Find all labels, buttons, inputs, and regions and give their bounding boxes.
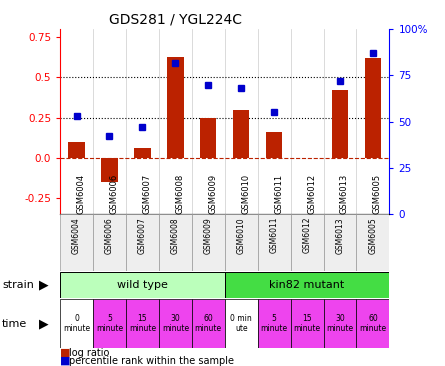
Bar (266, 132, 283, 158)
Bar (225, 214, 258, 271)
Text: 60
minute: 60 minute (360, 314, 386, 333)
Text: GSM6012: GSM6012 (303, 217, 312, 253)
Text: GSM6006: GSM6006 (109, 174, 118, 214)
Text: GSM6005: GSM6005 (373, 174, 382, 214)
Bar (225, 272, 389, 298)
Text: percentile rank within the sample: percentile rank within the sample (69, 355, 234, 366)
Bar (93, 299, 126, 348)
Bar (159, 299, 192, 348)
Text: GSM6008: GSM6008 (171, 217, 180, 254)
Text: 5
minute: 5 minute (96, 314, 123, 333)
Text: GSM6008: GSM6008 (175, 174, 184, 214)
Text: 15
minute: 15 minute (129, 314, 156, 333)
Text: ▶: ▶ (39, 279, 49, 292)
Text: GDS281 / YGL224C: GDS281 / YGL224C (109, 13, 243, 27)
Text: kin82 mutant: kin82 mutant (269, 280, 345, 290)
Text: 30
minute: 30 minute (327, 314, 353, 333)
Bar (225, 299, 258, 348)
Bar (134, 148, 151, 158)
Text: GSM6012: GSM6012 (307, 174, 316, 214)
Bar (356, 299, 389, 348)
Text: time: time (2, 318, 28, 329)
Bar (126, 214, 159, 271)
Text: GSM6007: GSM6007 (138, 217, 147, 254)
Text: ■: ■ (60, 355, 71, 366)
Text: GSM6004: GSM6004 (72, 217, 81, 254)
Bar (101, 158, 118, 182)
Text: GSM6010: GSM6010 (237, 217, 246, 254)
Text: GSM6007: GSM6007 (142, 174, 151, 214)
Bar (93, 214, 126, 271)
Bar (159, 214, 192, 271)
Text: GSM6011: GSM6011 (274, 174, 283, 214)
Bar (258, 214, 291, 271)
Text: strain: strain (2, 280, 34, 290)
Text: GSM6006: GSM6006 (105, 217, 114, 254)
Text: 0 min
ute: 0 min ute (231, 314, 252, 333)
Bar (356, 214, 389, 271)
Text: GSM6009: GSM6009 (208, 174, 217, 214)
Bar (167, 57, 184, 158)
Bar (60, 299, 93, 348)
Bar (192, 214, 225, 271)
Bar (324, 299, 356, 348)
Text: log ratio: log ratio (69, 348, 109, 358)
Text: GSM6005: GSM6005 (368, 217, 377, 254)
Bar (126, 299, 159, 348)
Bar (291, 214, 324, 271)
Bar (69, 142, 85, 158)
Text: ■: ■ (60, 348, 71, 358)
Bar (324, 214, 356, 271)
Bar (258, 299, 291, 348)
Bar (192, 299, 225, 348)
Text: GSM6004: GSM6004 (77, 174, 85, 214)
Text: wild type: wild type (117, 280, 168, 290)
Bar (291, 299, 324, 348)
Bar (200, 118, 217, 158)
Text: 30
minute: 30 minute (162, 314, 189, 333)
Bar (332, 90, 348, 158)
Text: GSM6013: GSM6013 (340, 174, 349, 214)
Text: GSM6009: GSM6009 (204, 217, 213, 254)
Text: 60
minute: 60 minute (195, 314, 222, 333)
Text: ▶: ▶ (39, 317, 49, 330)
Bar (60, 214, 93, 271)
Bar (233, 110, 250, 158)
Bar (60, 272, 225, 298)
Text: 5
minute: 5 minute (261, 314, 287, 333)
Text: 15
minute: 15 minute (294, 314, 320, 333)
Text: 0
minute: 0 minute (63, 314, 90, 333)
Text: GSM6010: GSM6010 (241, 174, 250, 214)
Text: GSM6011: GSM6011 (270, 217, 279, 253)
Text: GSM6013: GSM6013 (336, 217, 344, 254)
Bar (365, 58, 381, 158)
